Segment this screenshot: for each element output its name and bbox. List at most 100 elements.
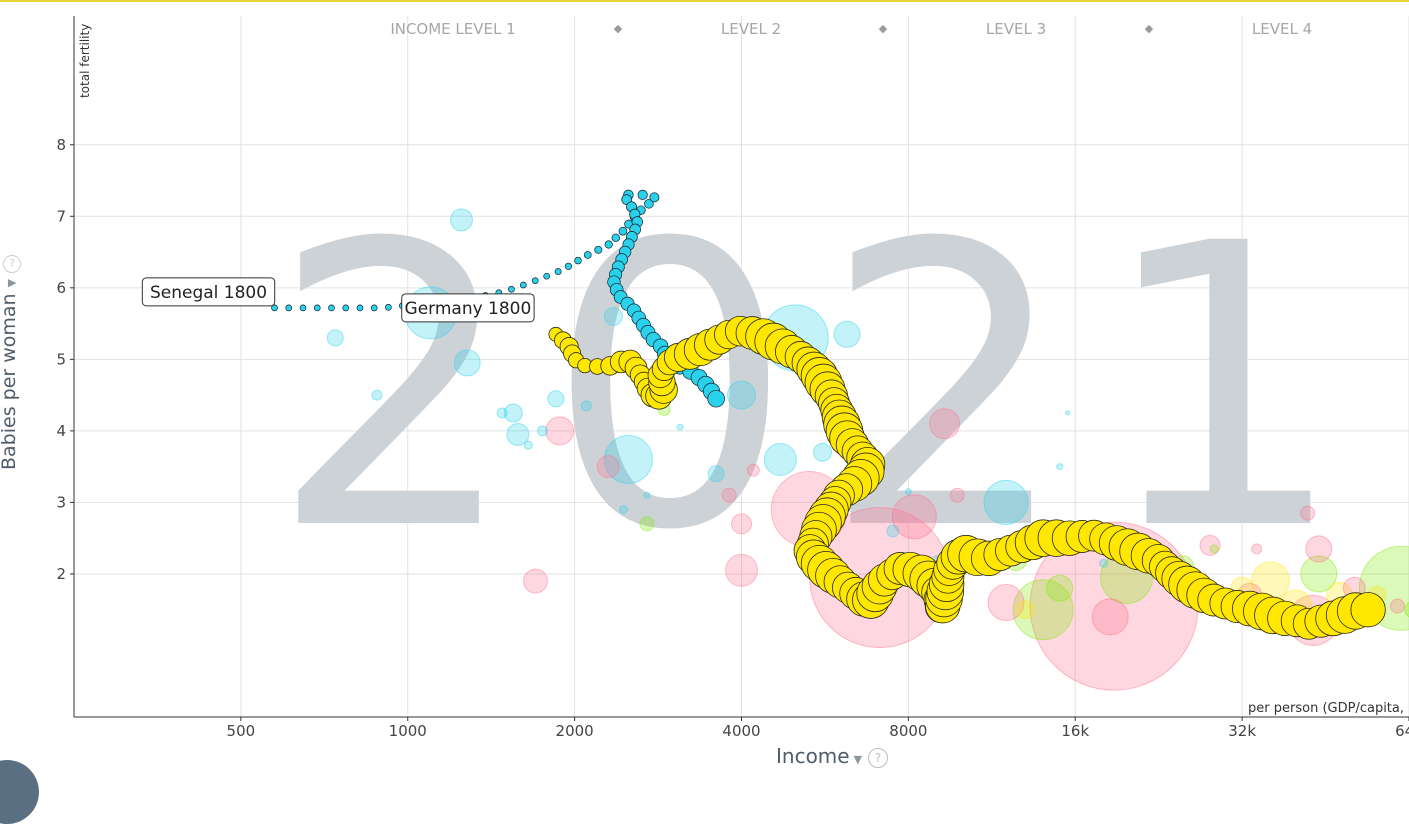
trail-point-senegal[interactable] (543, 272, 551, 280)
trail-point-senegal[interactable] (644, 198, 654, 209)
trail-point-senegal[interactable] (574, 256, 582, 265)
country-bubble[interactable] (1305, 535, 1333, 563)
trail-point-germany[interactable] (1350, 592, 1386, 628)
y-axis-title[interactable]: Babies per woman ▼? (0, 254, 21, 470)
country-bubble[interactable] (886, 524, 900, 538)
trail-point-senegal[interactable] (564, 262, 573, 270)
country-bubble[interactable] (707, 465, 725, 483)
country-bubble[interactable] (949, 487, 965, 503)
country-bubble[interactable] (639, 516, 655, 532)
country-bubble[interactable] (453, 349, 481, 377)
trail-point-senegal[interactable] (370, 304, 378, 312)
y-axis-caret-icon[interactable]: ▼ (5, 278, 18, 288)
point-label-box[interactable] (401, 293, 535, 323)
country-bubble[interactable] (763, 442, 797, 476)
country-bubble[interactable] (522, 568, 548, 594)
country-bubble[interactable] (1091, 598, 1129, 636)
country-bubble[interactable] (326, 329, 344, 347)
x-axis-caret-icon[interactable]: ▼ (853, 753, 863, 766)
trail-point-senegal[interactable] (583, 251, 592, 259)
country-bubble[interactable] (496, 407, 508, 419)
country-bubble[interactable] (727, 380, 756, 410)
trail-point-senegal[interactable] (594, 245, 603, 254)
trail-point-senegal[interactable] (604, 240, 613, 249)
country-bubble[interactable] (503, 403, 523, 423)
country-bubble[interactable] (596, 455, 620, 479)
country-bubble[interactable] (1404, 602, 1409, 618)
country-bubble[interactable] (618, 505, 628, 515)
y-axis-help-icon[interactable]: ? (3, 254, 21, 273)
country-bubble[interactable] (1046, 574, 1074, 602)
country-bubble[interactable] (1389, 598, 1405, 614)
country-bubble[interactable] (1209, 544, 1219, 554)
trail-point-senegal[interactable] (356, 304, 364, 312)
trail-point-senegal[interactable] (342, 304, 350, 312)
country-bubble[interactable] (371, 389, 383, 401)
country-bubble[interactable] (833, 320, 861, 348)
trail-point-senegal[interactable] (299, 304, 307, 312)
country-bubble[interactable] (545, 416, 575, 446)
country-bubble[interactable] (449, 208, 473, 232)
x-axis-help-icon[interactable]: ? (868, 747, 889, 768)
country-bubble[interactable] (929, 408, 961, 440)
bubble-chart[interactable]: 2021500100020004000800016k32k64k2345678I… (0, 0, 1409, 775)
country-bubble[interactable] (987, 584, 1025, 622)
country-bubble[interactable] (813, 442, 833, 462)
x-axis-unit-label: per person (GDP/capita, (1248, 701, 1404, 716)
country-bubble[interactable] (725, 553, 758, 587)
country-bubble[interactable] (1056, 463, 1064, 471)
y-axis-title-text[interactable]: Babies per woman (0, 293, 20, 470)
x-axis-title-text[interactable]: Income (776, 744, 850, 768)
trail-point-senegal[interactable] (707, 389, 725, 408)
trail-point-senegal[interactable] (313, 304, 321, 312)
trail-point-senegal[interactable] (611, 233, 621, 243)
country-bubble[interactable] (983, 479, 1029, 525)
point-label-box[interactable] (141, 277, 276, 307)
y-tick-label: 3 (56, 493, 66, 511)
trail-point-senegal[interactable] (271, 304, 278, 312)
country-bubble[interactable] (536, 425, 548, 437)
country-bubble[interactable] (1065, 410, 1071, 416)
trail-point-senegal[interactable] (637, 189, 648, 200)
country-bubble[interactable] (1015, 600, 1035, 620)
trail-point-senegal[interactable] (531, 277, 539, 285)
x-axis-title[interactable]: Income ▼? (776, 744, 889, 768)
income-level-label: LEVEL 3 (986, 20, 1046, 38)
x-tick-label: 8000 (889, 722, 927, 740)
y-tick-label: 6 (56, 279, 66, 297)
country-bubble[interactable] (721, 487, 737, 503)
country-bubble[interactable] (891, 494, 937, 540)
country-bubble[interactable] (904, 488, 912, 496)
trail-point-senegal[interactable] (618, 226, 628, 236)
trail-point-senegal[interactable] (285, 304, 293, 312)
country-bubble[interactable] (1199, 534, 1221, 556)
country-bubble[interactable] (547, 390, 565, 408)
country-bubble[interactable] (731, 513, 752, 535)
country-bubble[interactable] (523, 440, 533, 450)
trail-point-senegal[interactable] (554, 268, 562, 276)
country-bubble[interactable] (603, 306, 623, 326)
y-tick-label: 5 (56, 350, 66, 368)
country-bubble[interactable] (1300, 505, 1316, 521)
trail-point-senegal[interactable] (519, 281, 527, 289)
income-level-label: INCOME LEVEL 1 (390, 20, 515, 38)
country-bubble[interactable] (643, 491, 651, 499)
trail-point-senegal[interactable] (328, 304, 335, 312)
country-bubble[interactable] (506, 422, 530, 446)
trail-point-senegal[interactable] (649, 192, 660, 203)
trail-point-senegal[interactable] (508, 285, 515, 293)
country-bubble[interactable] (1300, 555, 1338, 593)
country-bubble[interactable] (1251, 543, 1263, 555)
x-tick-label: 500 (227, 722, 256, 740)
x-tick-label: 32k (1228, 722, 1256, 740)
country-bubble[interactable] (603, 434, 653, 484)
y-tick-label: 2 (56, 565, 66, 583)
country-bubble[interactable] (580, 400, 592, 412)
country-bubble[interactable] (1099, 558, 1109, 568)
country-bubble[interactable] (1012, 579, 1074, 641)
trail-point-senegal[interactable] (385, 303, 392, 311)
x-tick-label: 16k (1061, 722, 1089, 740)
country-bubble[interactable] (746, 463, 760, 477)
country-bubble[interactable] (676, 423, 684, 431)
y-tick-label: 4 (56, 422, 66, 440)
